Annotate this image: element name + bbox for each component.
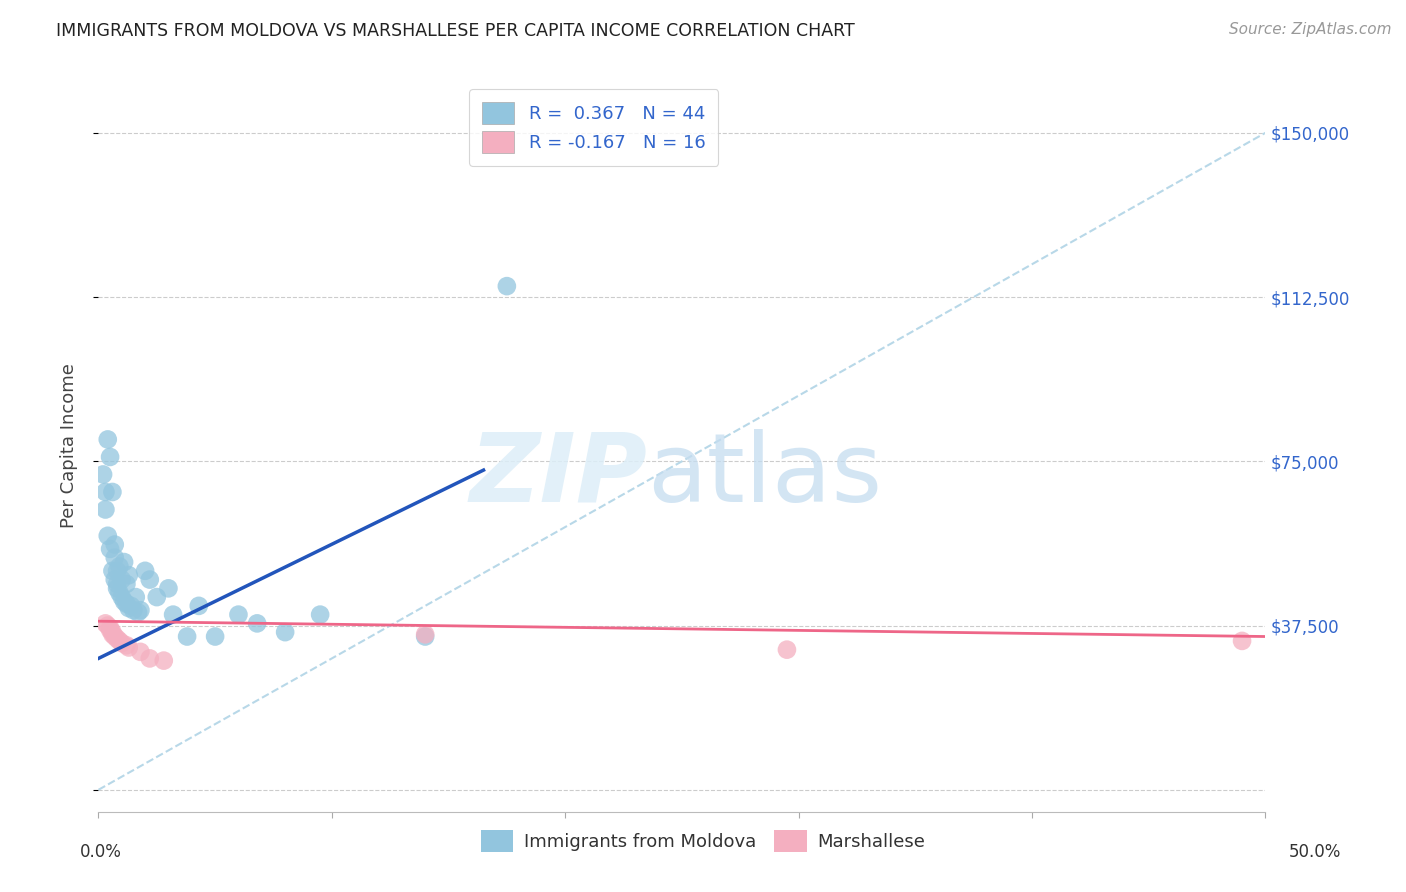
Point	[98, 450, 121, 464]
Point	[105, 564, 128, 578]
Point	[112, 594, 135, 608]
Text: ZIP: ZIP	[470, 429, 647, 522]
Point	[104, 537, 127, 551]
Point	[94, 485, 117, 500]
Point	[111, 636, 134, 650]
Point	[152, 654, 174, 668]
Point	[101, 485, 124, 500]
Point	[115, 597, 138, 611]
Point	[101, 627, 124, 641]
Point	[108, 585, 131, 599]
Point	[111, 590, 134, 604]
Point	[104, 550, 127, 565]
Point	[127, 606, 149, 620]
Point	[118, 568, 141, 582]
Point	[101, 564, 124, 578]
Point	[91, 467, 114, 482]
Point	[112, 555, 135, 569]
Point	[118, 601, 141, 615]
Point	[94, 616, 117, 631]
Text: Source: ZipAtlas.com: Source: ZipAtlas.com	[1229, 22, 1392, 37]
Point	[413, 627, 436, 641]
Legend: Immigrants from Moldova, Marshallese: Immigrants from Moldova, Marshallese	[471, 821, 935, 861]
Point	[204, 630, 226, 644]
Text: 0.0%: 0.0%	[80, 843, 122, 861]
Point	[98, 541, 121, 556]
Point	[115, 638, 138, 652]
Point	[413, 630, 436, 644]
Point	[97, 433, 120, 447]
Point	[274, 625, 297, 640]
Point	[187, 599, 209, 613]
Point	[118, 640, 141, 655]
Point	[105, 632, 128, 646]
Point	[98, 621, 121, 635]
Point	[146, 590, 169, 604]
Point	[115, 577, 138, 591]
Point	[120, 599, 142, 613]
Point	[98, 623, 121, 637]
Point	[94, 502, 117, 516]
Text: atlas: atlas	[647, 429, 882, 522]
Point	[496, 279, 519, 293]
Point	[105, 577, 128, 591]
Point	[105, 582, 128, 596]
Point	[108, 559, 131, 574]
Point	[101, 625, 124, 640]
Point	[246, 616, 269, 631]
Legend: R =  0.367   N = 44, R = -0.167   N = 16: R = 0.367 N = 44, R = -0.167 N = 16	[470, 89, 718, 166]
Point	[104, 573, 127, 587]
Point	[309, 607, 332, 622]
Point	[125, 590, 148, 604]
Point	[139, 573, 162, 587]
Point	[134, 564, 156, 578]
Point	[108, 634, 131, 648]
Point	[111, 573, 134, 587]
Point	[97, 618, 120, 632]
Point	[176, 630, 198, 644]
Point	[157, 582, 180, 596]
Point	[122, 603, 145, 617]
Point	[228, 607, 250, 622]
Y-axis label: Per Capita Income: Per Capita Income	[59, 364, 77, 528]
Text: IMMIGRANTS FROM MOLDOVA VS MARSHALLESE PER CAPITA INCOME CORRELATION CHART: IMMIGRANTS FROM MOLDOVA VS MARSHALLESE P…	[56, 22, 855, 40]
Point	[1230, 634, 1253, 648]
Point	[139, 651, 162, 665]
Point	[162, 607, 184, 622]
Point	[97, 529, 120, 543]
Point	[129, 603, 152, 617]
Point	[776, 642, 799, 657]
Point	[129, 645, 152, 659]
Point	[104, 630, 127, 644]
Text: 50.0%: 50.0%	[1288, 843, 1341, 861]
